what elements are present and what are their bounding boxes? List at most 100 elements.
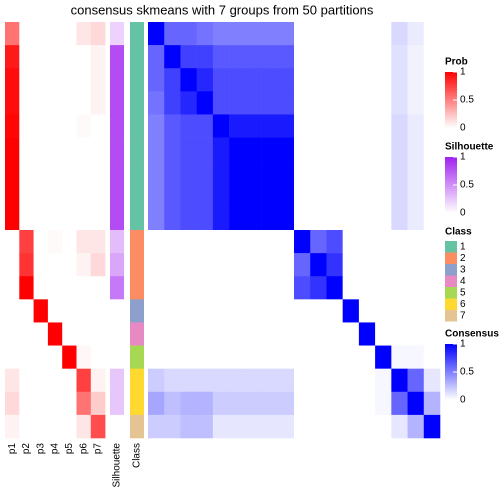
prob-cell	[5, 299, 20, 323]
consensus-cell	[342, 22, 360, 46]
prob-cell	[5, 114, 20, 138]
legend-ramp	[445, 80, 457, 83]
prob-cell	[5, 183, 20, 208]
consensus-cell	[180, 253, 197, 277]
consensus-cell	[212, 114, 230, 138]
silhouette-cell	[110, 345, 124, 369]
consensus-cell	[180, 322, 197, 346]
prob-cell	[47, 230, 63, 254]
consensus-cell	[391, 137, 408, 161]
prob-cell	[90, 253, 106, 277]
legend-ramp	[445, 398, 457, 401]
consensus-cell	[342, 345, 360, 369]
consensus-cell	[423, 253, 441, 277]
legend-ramp	[445, 179, 457, 182]
consensus-cell	[407, 276, 425, 300]
consensus-cell	[310, 345, 327, 369]
consensus-cell	[375, 68, 392, 92]
class-cell	[130, 22, 144, 46]
legend-tick-label: 1	[460, 339, 466, 350]
consensus-cell	[212, 345, 230, 369]
consensus-cell	[148, 368, 165, 393]
consensus-cell	[245, 299, 262, 323]
consensus-cell	[196, 137, 214, 161]
consensus-cell	[261, 45, 279, 69]
consensus-cell	[245, 368, 262, 393]
silhouette-cell	[110, 91, 124, 115]
prob-cell	[76, 253, 92, 277]
legend-swatch	[445, 264, 457, 276]
consensus-cell	[212, 276, 230, 300]
consensus-cell	[229, 91, 246, 115]
legend-ramp	[445, 185, 457, 188]
consensus-cell	[326, 345, 343, 369]
consensus-cell	[407, 206, 425, 231]
consensus-cell	[423, 45, 441, 69]
consensus-cell	[391, 345, 408, 369]
legend-title: Prob	[445, 57, 468, 68]
legend-ramp	[445, 392, 457, 395]
consensus-cell	[212, 230, 230, 254]
consensus-cell	[164, 22, 181, 46]
consensus-cell	[261, 68, 279, 92]
consensus-cell	[294, 253, 311, 277]
legend-label: 5	[460, 288, 466, 299]
consensus-cell	[407, 22, 425, 46]
consensus-cell	[407, 68, 425, 92]
consensus-cell	[245, 183, 262, 208]
consensus-cell	[310, 91, 327, 115]
legend-ramp	[445, 187, 457, 190]
consensus-cell	[294, 206, 311, 231]
prob-cell	[33, 206, 49, 231]
consensus-cell	[358, 414, 376, 439]
legend-title: Silhouette	[445, 142, 494, 153]
consensus-cell	[148, 22, 165, 46]
consensus-cell	[423, 276, 441, 300]
consensus-cell	[358, 345, 376, 369]
consensus-cell	[375, 368, 392, 393]
prob-cell	[62, 414, 77, 439]
prob-cell	[5, 391, 20, 416]
consensus-cell	[148, 414, 165, 439]
consensus-cell	[342, 230, 360, 254]
consensus-cell	[342, 391, 360, 416]
prob-cell	[5, 206, 20, 231]
legend-ramp	[445, 167, 457, 170]
consensus-cell	[261, 414, 279, 439]
class-cell	[130, 160, 144, 185]
consensus-cell	[326, 91, 343, 115]
legend-ramp	[445, 104, 457, 107]
consensus-cell	[310, 391, 327, 416]
consensus-cell	[180, 391, 197, 416]
legend-ramp	[445, 199, 457, 202]
prob-cell	[33, 230, 49, 254]
prob-cell	[33, 114, 49, 138]
legend-ramp	[445, 159, 457, 162]
consensus-cell	[164, 68, 181, 92]
prob-cell	[76, 160, 92, 185]
consensus-cell	[164, 391, 181, 416]
prob-cell	[19, 114, 34, 138]
legend-ramp	[445, 181, 457, 184]
consensus-cell	[391, 183, 408, 208]
prob-cell	[33, 68, 49, 92]
legend-tick-label: 0.5	[460, 367, 474, 378]
consensus-cell	[342, 206, 360, 231]
consensus-cell	[261, 230, 279, 254]
prob-cell	[62, 22, 77, 46]
prob-cell	[33, 183, 49, 208]
legend-title: Class	[445, 227, 472, 238]
consensus-cell	[326, 276, 343, 300]
consensus-cell	[375, 91, 392, 115]
prob-cell	[19, 368, 34, 393]
consensus-cell	[326, 22, 343, 46]
consensus-cell	[423, 322, 441, 346]
column-label: p7	[93, 443, 104, 455]
consensus-cell	[423, 114, 441, 138]
legend-tick-label: 0.5	[460, 95, 474, 106]
consensus-cell	[358, 368, 376, 393]
consensus-cell	[407, 345, 425, 369]
legend-ramp	[445, 124, 457, 127]
class-cell	[130, 137, 144, 161]
consensus-cell	[164, 345, 181, 369]
